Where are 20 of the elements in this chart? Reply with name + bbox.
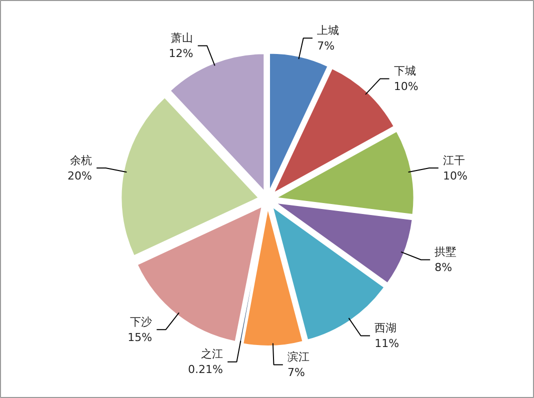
slice-label: 下沙: [130, 315, 152, 328]
data-label: 7%: [287, 366, 305, 380]
data-label: 0.21%: [188, 363, 223, 376]
slice-label: 江干: [443, 154, 465, 167]
slice-label: 之江: [200, 348, 223, 361]
data-label: 8%: [434, 261, 452, 274]
data-label: 15%: [128, 330, 152, 344]
slice-label: 下城: [394, 64, 416, 78]
slice-label: 萧山: [171, 31, 194, 44]
data-label: 7%: [317, 39, 335, 52]
slice-label: 拱墅: [434, 245, 457, 258]
slice-label: 余杭: [70, 154, 92, 167]
data-label: 12%: [168, 47, 194, 60]
data-label: 11%: [374, 337, 400, 350]
slice-label: 西湖: [374, 321, 397, 334]
data-label: 10%: [443, 169, 468, 182]
data-label: 10%: [394, 80, 418, 94]
data-label: 20%: [68, 169, 92, 182]
slice-label: 上城: [317, 24, 340, 37]
slice-label: 滨江: [287, 350, 310, 364]
